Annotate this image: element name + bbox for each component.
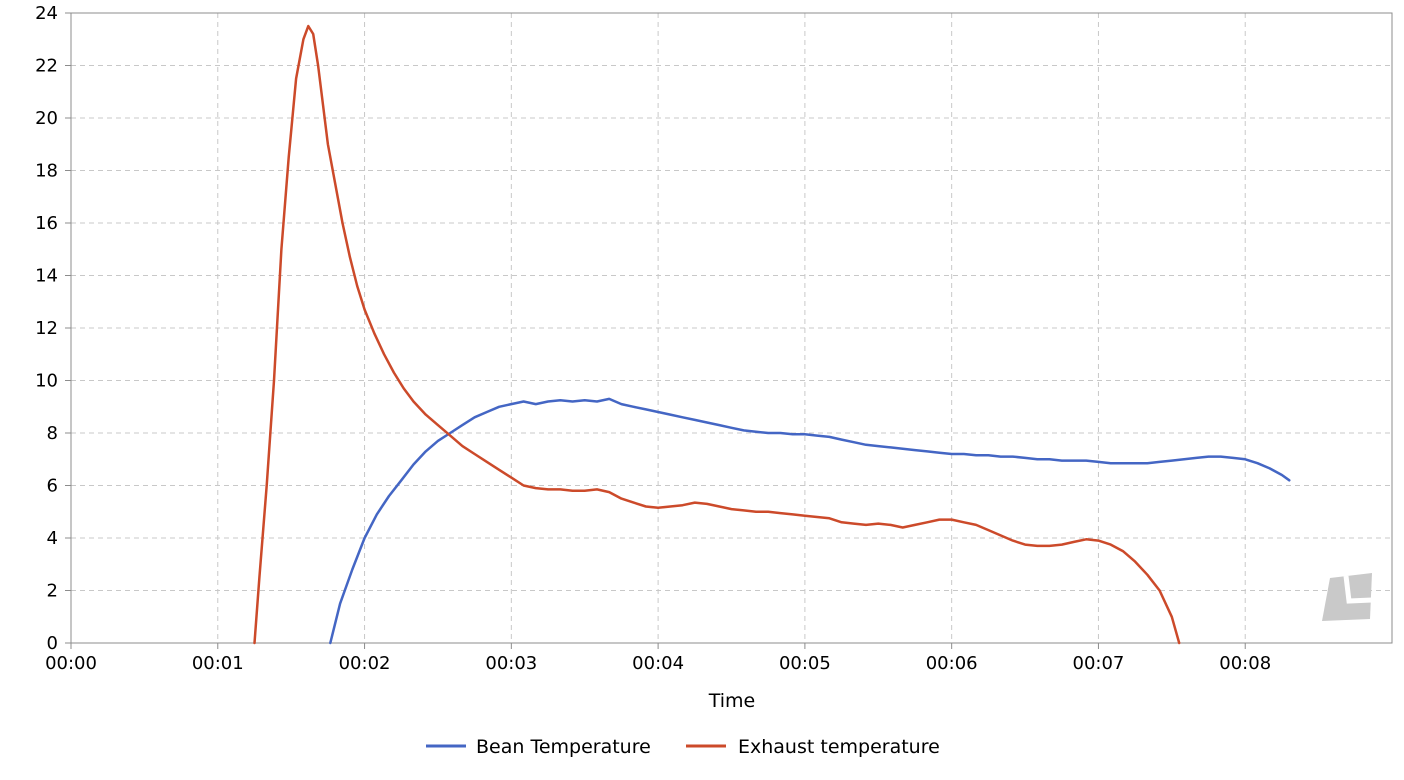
y-tick-label: 10	[35, 371, 58, 392]
y-tick-label: 18	[35, 161, 58, 182]
x-tick-label: 00:02	[339, 653, 391, 674]
x-tick-label: 00:00	[45, 653, 97, 674]
legend: Bean Temperature Exhaust temperature	[426, 736, 940, 758]
x-tick-label: 00:05	[779, 653, 831, 674]
y-tick-label: 20	[35, 108, 58, 129]
y-tick-label: 8	[47, 423, 58, 444]
series-line-bean-temperature	[329, 397, 1291, 645]
y-tick-label: 4	[47, 528, 58, 549]
legend-item-exhaust: Exhaust temperature	[686, 736, 940, 758]
y-tick-label: 14	[35, 266, 58, 287]
y-tick-label: 24	[35, 3, 58, 24]
y-tick-label: 12	[35, 318, 58, 339]
series-layer	[253, 24, 1291, 645]
tick-labels: 00:00 00:01 00:02 00:03 00:04 00:05 00:06 00:07…	[35, 3, 1271, 674]
x-tick-label: 00:01	[192, 653, 244, 674]
y-tick-label: 0	[47, 633, 58, 654]
x-tick-label: 00:08	[1219, 653, 1271, 674]
legend-item-bean: Bean Temperature	[426, 736, 651, 758]
x-tick-label: 00:06	[926, 653, 978, 674]
y-tick-label: 6	[47, 476, 58, 497]
series-line-exhaust-temperature	[253, 24, 1181, 645]
legend-label-exhaust: Exhaust temperature	[738, 736, 940, 758]
y-tick-label: 2	[47, 581, 58, 602]
y-tick-label: 16	[35, 213, 58, 234]
x-axis-title: Time	[708, 690, 756, 712]
watermark-logo	[1322, 573, 1373, 621]
legend-label-bean: Bean Temperature	[476, 736, 651, 758]
x-tick-label: 00:03	[485, 653, 537, 674]
x-tick-label: 00:04	[632, 653, 684, 674]
grid	[71, 12, 1392, 643]
y-tick-label: 22	[35, 56, 58, 77]
x-tick-label: 00:07	[1073, 653, 1125, 674]
